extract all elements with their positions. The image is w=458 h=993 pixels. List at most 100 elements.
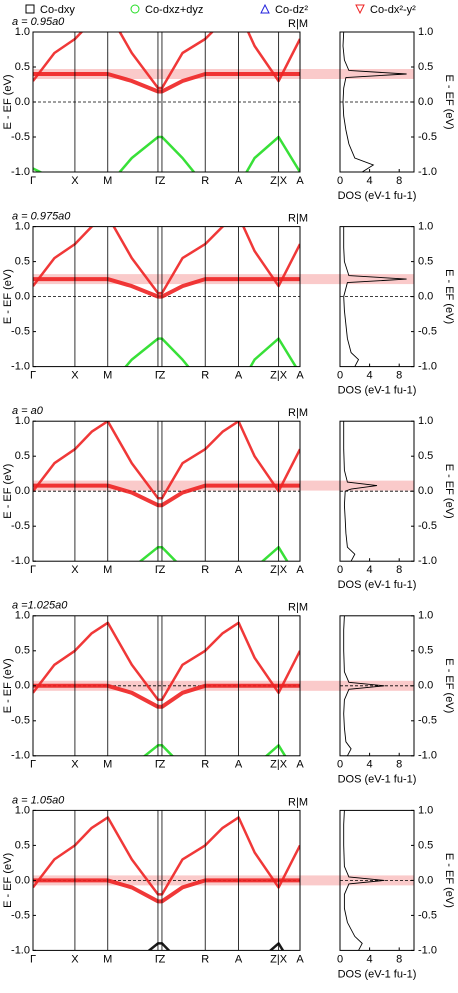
y-tick-label: 0.0 xyxy=(15,96,30,108)
y-tick-label: -0.5 xyxy=(11,326,30,338)
y-tick-label: 0.0 xyxy=(15,485,30,497)
y-tick-label: -1.0 xyxy=(418,555,437,567)
k-point-label: X xyxy=(71,370,79,382)
k-point-label: Γ xyxy=(30,759,36,771)
y-axis-label: E - EF (eV) xyxy=(2,464,14,519)
y-tick-label: -0.5 xyxy=(418,909,437,921)
y-tick-label: 0.5 xyxy=(15,61,30,73)
k-point-label: Γ xyxy=(155,175,161,187)
y-tick-label: 0.5 xyxy=(15,256,30,268)
k-point-label: Γ xyxy=(30,564,36,576)
k-point-label: Z|X xyxy=(270,370,288,382)
dos-frame xyxy=(339,615,415,757)
dos-x-label: DOS (eV-1 fu-1) xyxy=(338,190,417,202)
y-tick-label: 0.5 xyxy=(418,256,433,268)
y-tick-label: 0.0 xyxy=(15,874,30,886)
dos-line xyxy=(343,810,385,951)
y-tick-label: 1.0 xyxy=(418,415,433,427)
y-tick-label: 0.0 xyxy=(418,96,433,108)
y-axis-label: E - EF (eV) xyxy=(443,658,455,713)
corner-label: R|M xyxy=(288,213,308,225)
y-tick-label: 0.5 xyxy=(15,450,30,462)
legend-marker xyxy=(260,3,270,14)
k-point-label: A xyxy=(296,759,304,771)
y-tick-label: 0.0 xyxy=(15,291,30,303)
k-point-label: M xyxy=(103,370,112,382)
y-tick-label: -1.0 xyxy=(418,750,437,762)
k-point-label: M xyxy=(103,175,112,187)
dos-x-tick-label: 0 xyxy=(337,564,343,576)
k-point-label: Γ xyxy=(155,370,161,382)
y-tick-label: 1.0 xyxy=(418,221,433,233)
dos-line xyxy=(343,615,385,756)
k-point-label: Z|X xyxy=(270,759,288,771)
k-point-label: Z xyxy=(159,370,166,382)
y-axis-label: E - EF (eV) xyxy=(2,853,14,908)
k-point-label: Γ xyxy=(155,953,161,965)
y-tick-label: 1.0 xyxy=(15,610,30,622)
y-tick-label: -1.0 xyxy=(11,750,30,762)
dos-x-label: DOS (eV-1 fu-1) xyxy=(338,579,417,591)
dos-x-tick-label: 4 xyxy=(367,370,373,382)
y-tick-label: 1.0 xyxy=(15,221,30,233)
y-tick-label: -0.5 xyxy=(11,520,30,532)
y-tick-label: 1.0 xyxy=(15,804,30,816)
y-tick-label: 0.5 xyxy=(15,839,30,851)
k-point-label: Z xyxy=(159,953,166,965)
k-point-label: Z|X xyxy=(270,175,288,187)
panel-title: a = a0 xyxy=(12,405,44,417)
y-axis-label: E - EF (eV) xyxy=(2,658,14,713)
corner-label: R|M xyxy=(288,602,308,614)
dos-frame xyxy=(339,226,415,368)
dos-frame xyxy=(339,31,415,173)
dos-x-tick-label: 8 xyxy=(396,953,402,965)
y-axis-label: E - EF (eV) xyxy=(443,74,455,129)
panel-title: a =1.025a0 xyxy=(12,600,68,612)
k-point-label: R xyxy=(201,953,209,965)
y-tick-label: -0.5 xyxy=(418,715,437,727)
k-point-label: Γ xyxy=(155,564,161,576)
k-point-label: R xyxy=(201,564,209,576)
k-point-label: A xyxy=(296,175,304,187)
dos-x-tick-label: 8 xyxy=(396,564,402,576)
k-point-label: R xyxy=(201,759,209,771)
panel-title: a = 0.95a0 xyxy=(12,16,65,28)
k-point-label: A xyxy=(235,175,243,187)
y-tick-label: -1.0 xyxy=(418,166,437,178)
y-tick-label: 0.0 xyxy=(418,485,433,497)
dos-line xyxy=(343,421,378,562)
y-tick-label: 0.0 xyxy=(418,291,433,303)
dos-line xyxy=(342,32,407,172)
k-point-label: Γ xyxy=(30,370,36,382)
dos-x-tick-label: 4 xyxy=(367,564,373,576)
legend-marker xyxy=(355,4,365,15)
y-tick-label: -1.0 xyxy=(11,166,30,178)
dos-x-tick-label: 4 xyxy=(367,953,373,965)
dos-frame xyxy=(339,420,415,562)
panel-title: a = 1.05a0 xyxy=(12,794,65,806)
y-tick-label: -1.0 xyxy=(418,944,437,956)
k-point-label: Z|X xyxy=(270,564,288,576)
k-point-label: Γ xyxy=(30,175,36,187)
k-point-label: X xyxy=(71,564,79,576)
legend-label: Co-dz² xyxy=(275,4,308,16)
dos-x-tick-label: 0 xyxy=(337,953,343,965)
dos-x-tick-label: 0 xyxy=(337,175,343,187)
k-point-label: Γ xyxy=(155,759,161,771)
corner-label: R|M xyxy=(288,796,308,808)
dos-x-label: DOS (eV-1 fu-1) xyxy=(338,968,417,980)
y-tick-label: 0.0 xyxy=(418,680,433,692)
y-tick-label: -0.5 xyxy=(11,909,30,921)
k-point-label: M xyxy=(103,564,112,576)
k-point-label: X xyxy=(71,759,79,771)
k-point-label: Z xyxy=(159,564,166,576)
y-axis-label: E - EF (eV) xyxy=(443,464,455,519)
panel-title: a = 0.975a0 xyxy=(12,211,71,223)
k-point-label: A xyxy=(296,953,304,965)
dos-x-label: DOS (eV-1 fu-1) xyxy=(338,385,417,397)
legend-marker xyxy=(25,4,35,14)
legend-label: Co-dxy xyxy=(40,4,75,16)
dos-x-label: DOS (eV-1 fu-1) xyxy=(338,774,417,786)
y-tick-label: -1.0 xyxy=(11,555,30,567)
